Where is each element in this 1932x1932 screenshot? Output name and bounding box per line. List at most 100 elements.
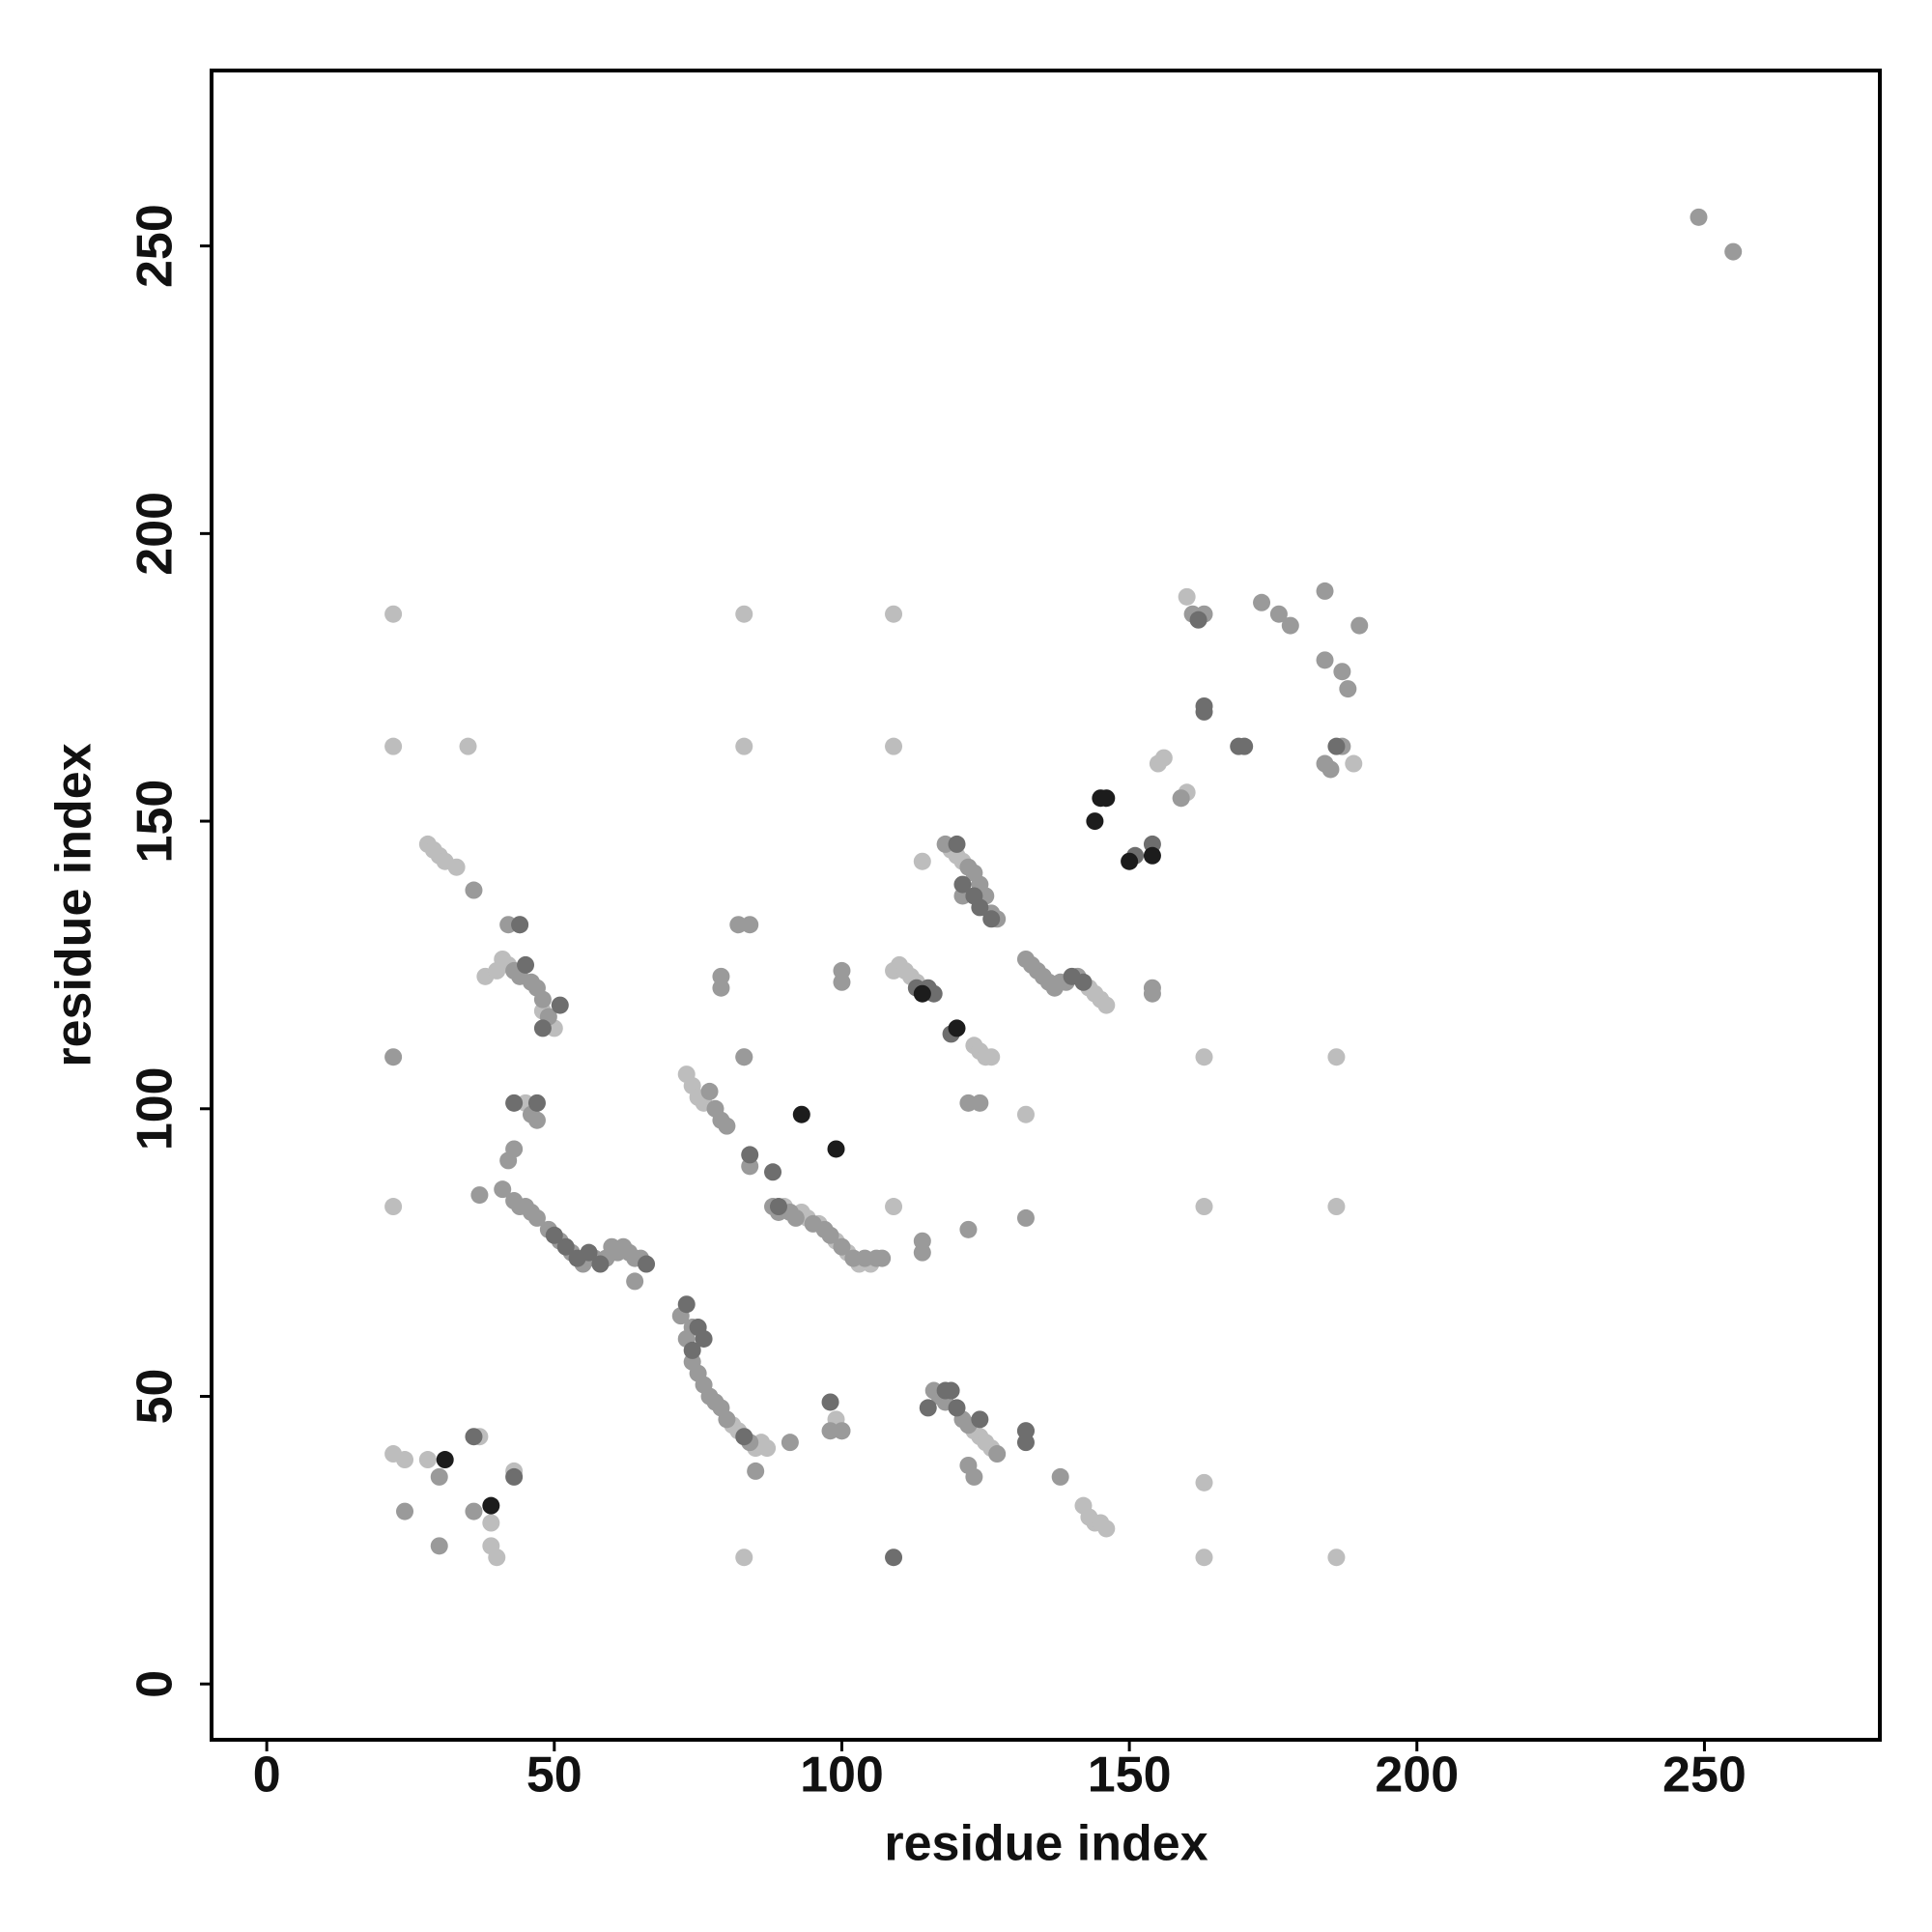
point <box>769 1198 787 1216</box>
point <box>638 1255 656 1273</box>
point <box>436 1451 454 1469</box>
point <box>545 1226 563 1244</box>
point <box>384 737 403 755</box>
point <box>971 1094 989 1112</box>
point <box>913 984 931 1003</box>
point <box>1074 973 1093 991</box>
point <box>1195 1473 1213 1492</box>
x-tick-label: 50 <box>526 1747 582 1804</box>
point <box>735 1428 753 1446</box>
point <box>786 1208 805 1227</box>
point <box>764 1163 782 1181</box>
point <box>982 910 1001 928</box>
point <box>465 1502 483 1520</box>
point <box>527 1208 546 1227</box>
point <box>833 1237 851 1256</box>
point <box>833 973 851 991</box>
point <box>533 1019 552 1037</box>
point <box>1051 1467 1069 1486</box>
point <box>527 1094 546 1112</box>
point <box>1236 737 1254 755</box>
point <box>758 1439 777 1458</box>
point <box>1154 749 1173 767</box>
point <box>1195 1048 1213 1066</box>
point <box>1178 587 1196 606</box>
point <box>953 875 972 894</box>
point <box>556 1237 575 1256</box>
point <box>1195 1198 1213 1216</box>
point <box>505 1140 524 1158</box>
point <box>1724 242 1743 261</box>
y-tick-label: 0 <box>128 1670 184 1698</box>
point <box>1097 1520 1116 1538</box>
point <box>700 1082 719 1100</box>
y-tick-label: 50 <box>128 1369 184 1425</box>
point <box>1143 846 1161 865</box>
point <box>821 1226 839 1244</box>
point <box>430 1537 448 1555</box>
point <box>948 835 966 853</box>
point <box>833 1422 851 1440</box>
point <box>527 1111 546 1129</box>
point <box>913 1243 931 1262</box>
point <box>735 605 753 623</box>
point <box>1327 1048 1346 1066</box>
point <box>1189 611 1208 629</box>
point <box>505 1467 524 1486</box>
point <box>913 852 931 870</box>
point <box>591 1255 610 1273</box>
point <box>735 737 753 755</box>
y-tick-label: 250 <box>128 204 184 288</box>
point <box>735 1048 753 1066</box>
point <box>971 898 989 917</box>
point <box>517 955 535 974</box>
point <box>971 1410 989 1429</box>
x-tick-label: 250 <box>1662 1747 1747 1804</box>
point <box>1316 582 1334 600</box>
point <box>505 1094 524 1112</box>
point <box>418 1451 437 1469</box>
point <box>821 1393 839 1411</box>
point <box>827 1140 845 1158</box>
point <box>873 1249 892 1267</box>
point <box>781 1434 799 1452</box>
point <box>1172 789 1190 808</box>
point <box>626 1272 644 1291</box>
point <box>1345 754 1363 773</box>
point <box>384 1048 403 1066</box>
point <box>1321 760 1340 779</box>
point <box>396 1502 414 1520</box>
point <box>494 1180 512 1199</box>
point <box>942 1381 960 1400</box>
point <box>482 1514 500 1532</box>
point <box>1097 789 1116 808</box>
point <box>965 1467 983 1486</box>
point <box>988 1445 1007 1463</box>
point <box>511 916 529 934</box>
point <box>1281 616 1299 635</box>
point <box>384 605 403 623</box>
point <box>465 1428 483 1446</box>
point <box>1327 1198 1346 1216</box>
point <box>482 1496 500 1515</box>
plot-frame <box>210 69 1882 1742</box>
point <box>1086 812 1104 831</box>
point <box>447 858 466 876</box>
x-tick-label: 0 <box>253 1747 281 1804</box>
point <box>1195 702 1213 721</box>
point <box>683 1341 701 1359</box>
point <box>919 1399 937 1417</box>
y-tick-label: 200 <box>128 492 184 576</box>
point <box>470 1186 489 1205</box>
point <box>1690 208 1708 226</box>
point <box>1327 737 1346 755</box>
point <box>718 1410 736 1429</box>
point <box>1016 1208 1035 1227</box>
y-tick-label: 100 <box>128 1066 184 1151</box>
x-tick-label: 200 <box>1375 1747 1459 1804</box>
point <box>384 1198 403 1216</box>
point <box>718 1117 736 1135</box>
point <box>465 881 483 899</box>
point <box>792 1105 810 1123</box>
